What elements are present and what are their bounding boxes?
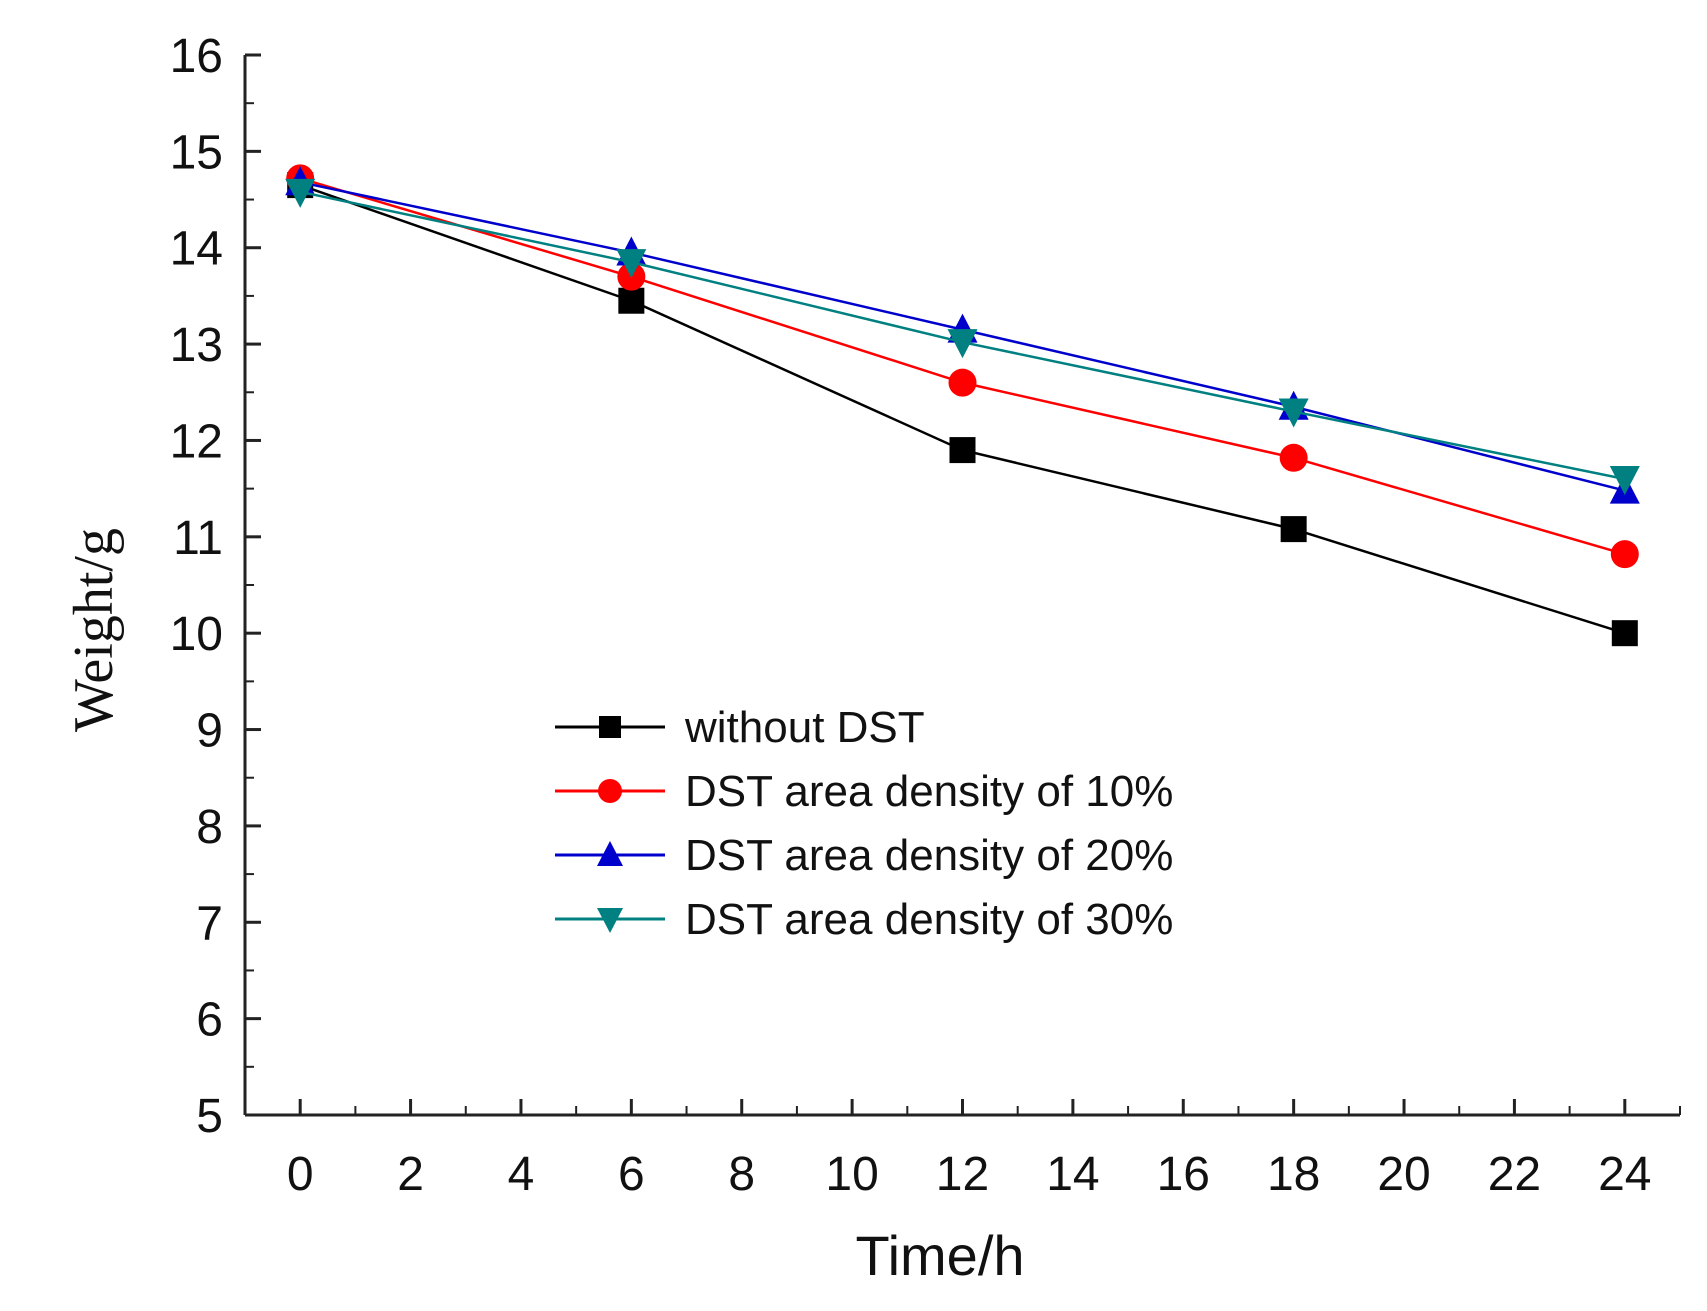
data-point: [1279, 443, 1308, 472]
y-tick-label: 9: [196, 705, 223, 758]
x-tick-label: 8: [728, 1148, 755, 1201]
x-tick-label: 4: [508, 1148, 535, 1201]
x-tick-label: 6: [618, 1148, 645, 1201]
legend-marker: [597, 841, 623, 866]
legend-label: DST area density of 20%: [685, 831, 1173, 880]
x-tick-label: 10: [825, 1148, 878, 1201]
data-point: [285, 178, 316, 208]
legend-label: DST area density of 10%: [685, 767, 1173, 816]
y-tick-label: 16: [170, 30, 223, 83]
y-tick-label: 7: [196, 897, 223, 950]
series-4: [285, 178, 1640, 495]
legend-entry: without DST: [555, 703, 925, 752]
legend-entry: DST area density of 30%: [555, 895, 1173, 944]
legend-label: without DST: [684, 703, 925, 752]
data-point: [616, 249, 647, 279]
x-tick-label: 16: [1157, 1148, 1210, 1201]
legend-marker: [599, 716, 621, 738]
y-tick-label: 5: [196, 1090, 223, 1143]
x-tick-label: 18: [1267, 1148, 1320, 1201]
legend-entry: DST area density of 10%: [555, 767, 1173, 816]
data-point: [618, 287, 645, 314]
x-axis-title: Time/h: [855, 1224, 1024, 1287]
y-tick-label: 11: [173, 512, 223, 565]
data-point: [949, 437, 976, 464]
x-tick-label: 24: [1598, 1148, 1651, 1201]
legend-entry: DST area density of 20%: [555, 831, 1173, 880]
x-tick-label: 14: [1046, 1148, 1099, 1201]
y-tick-label: 6: [196, 994, 223, 1047]
legend-marker: [598, 779, 622, 803]
y-axis-title: Weight/g: [63, 528, 125, 732]
data-point: [947, 329, 978, 359]
x-tick-label: 20: [1377, 1148, 1430, 1201]
data-point: [1278, 398, 1309, 428]
x-tick-label: 2: [397, 1148, 424, 1201]
legend-marker: [597, 908, 623, 933]
data-point: [948, 368, 977, 397]
x-tick-label: 0: [287, 1148, 314, 1201]
legend: without DST DST area density of 10% DST ar…: [555, 703, 1173, 944]
data-point: [1610, 540, 1639, 569]
x-tick-label: 22: [1488, 1148, 1541, 1201]
series-layer: [285, 164, 1640, 647]
y-tick-label: 12: [170, 415, 223, 468]
data-point: [1280, 516, 1307, 543]
x-tick-label: 12: [936, 1148, 989, 1201]
y-tick-label: 14: [170, 223, 223, 276]
legend-label: DST area density of 30%: [685, 895, 1173, 944]
data-point: [1611, 620, 1638, 647]
y-tick-label: 13: [170, 319, 223, 372]
y-tick-label: 15: [170, 126, 223, 179]
y-tick-label: 8: [196, 801, 223, 854]
data-point: [1609, 466, 1640, 495]
y-tick-label: 10: [170, 608, 223, 661]
